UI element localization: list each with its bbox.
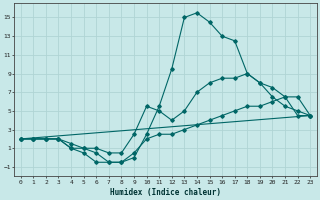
X-axis label: Humidex (Indice chaleur): Humidex (Indice chaleur) bbox=[110, 188, 221, 197]
